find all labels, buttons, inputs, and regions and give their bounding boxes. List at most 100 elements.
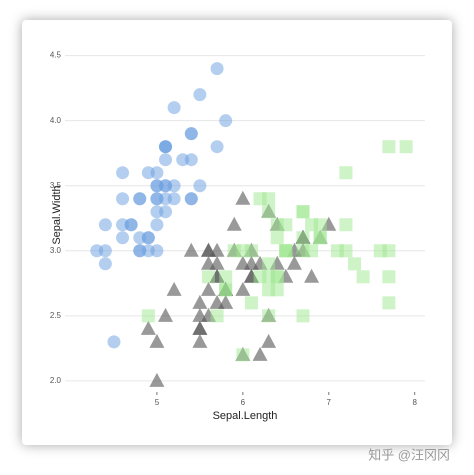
point — [262, 270, 276, 284]
point — [210, 62, 224, 76]
point — [116, 192, 130, 206]
point — [98, 257, 112, 271]
point — [149, 372, 165, 387]
y-tick-label: 3.5 — [50, 181, 62, 190]
point — [210, 309, 224, 323]
point — [158, 307, 174, 322]
point — [262, 283, 276, 297]
point — [227, 244, 241, 258]
point — [176, 153, 190, 167]
point — [159, 153, 173, 167]
y-tick-label: 4.5 — [50, 51, 62, 60]
point — [218, 294, 234, 309]
point — [192, 333, 208, 348]
point — [262, 309, 276, 323]
point — [159, 140, 173, 154]
y-tick-label: 2.0 — [50, 376, 62, 385]
point — [167, 179, 181, 193]
point — [98, 244, 112, 258]
x-axis-label: Sepal.Length — [213, 410, 278, 422]
watermark: 知乎 @汪冈冈 — [368, 447, 450, 462]
point — [150, 244, 164, 258]
point — [193, 179, 207, 193]
point — [209, 242, 225, 257]
point — [98, 218, 112, 232]
point — [107, 335, 121, 349]
point — [183, 242, 199, 257]
y-tick-label: 3.0 — [50, 246, 62, 255]
point — [339, 166, 353, 180]
point — [382, 244, 396, 258]
point — [150, 205, 164, 219]
point — [305, 218, 319, 232]
point — [296, 231, 310, 245]
point — [296, 309, 310, 323]
point — [226, 216, 242, 231]
point — [244, 296, 258, 310]
point — [235, 255, 251, 270]
card — [22, 20, 452, 445]
point — [219, 270, 233, 284]
point — [382, 140, 396, 154]
point — [339, 244, 353, 258]
point — [219, 114, 233, 128]
point — [184, 192, 198, 206]
point — [296, 205, 310, 219]
point — [150, 179, 164, 193]
point — [262, 257, 276, 271]
point — [192, 307, 208, 322]
point — [133, 244, 147, 258]
point — [253, 192, 267, 206]
x-tick-label: 8 — [412, 398, 417, 407]
point — [116, 218, 130, 232]
point — [270, 218, 284, 232]
point — [167, 101, 181, 115]
point — [219, 283, 233, 297]
point — [382, 296, 396, 310]
point — [262, 205, 276, 219]
point — [210, 140, 224, 154]
point — [296, 244, 310, 258]
y-tick-label: 2.5 — [50, 311, 62, 320]
x-tick-label: 7 — [327, 398, 332, 407]
point — [382, 270, 396, 284]
point — [141, 231, 155, 245]
point — [141, 166, 155, 180]
y-axis-label: Sepal.Width — [51, 185, 63, 244]
point — [159, 192, 173, 206]
point — [270, 231, 284, 245]
point — [209, 255, 225, 270]
point — [356, 270, 370, 284]
point — [235, 281, 251, 296]
point — [192, 294, 208, 309]
point — [200, 281, 216, 296]
x-tick-label: 5 — [155, 398, 160, 407]
point — [261, 333, 277, 348]
x-tick-label: 6 — [241, 398, 246, 407]
point — [150, 218, 164, 232]
y-tick-label: 4.0 — [50, 116, 62, 125]
point — [286, 255, 302, 270]
point — [236, 348, 250, 362]
point — [304, 268, 320, 283]
point — [193, 88, 207, 102]
point — [116, 166, 130, 180]
point — [339, 218, 353, 232]
point — [166, 281, 182, 296]
point — [279, 244, 293, 258]
point — [149, 333, 165, 348]
point — [116, 231, 130, 245]
point — [252, 346, 268, 361]
point — [313, 231, 327, 245]
point — [201, 270, 215, 284]
point — [348, 257, 362, 271]
point — [192, 320, 208, 335]
point — [399, 140, 413, 154]
point — [235, 190, 251, 205]
point — [133, 192, 147, 206]
point — [140, 320, 156, 335]
point — [141, 309, 155, 323]
point — [184, 127, 198, 141]
